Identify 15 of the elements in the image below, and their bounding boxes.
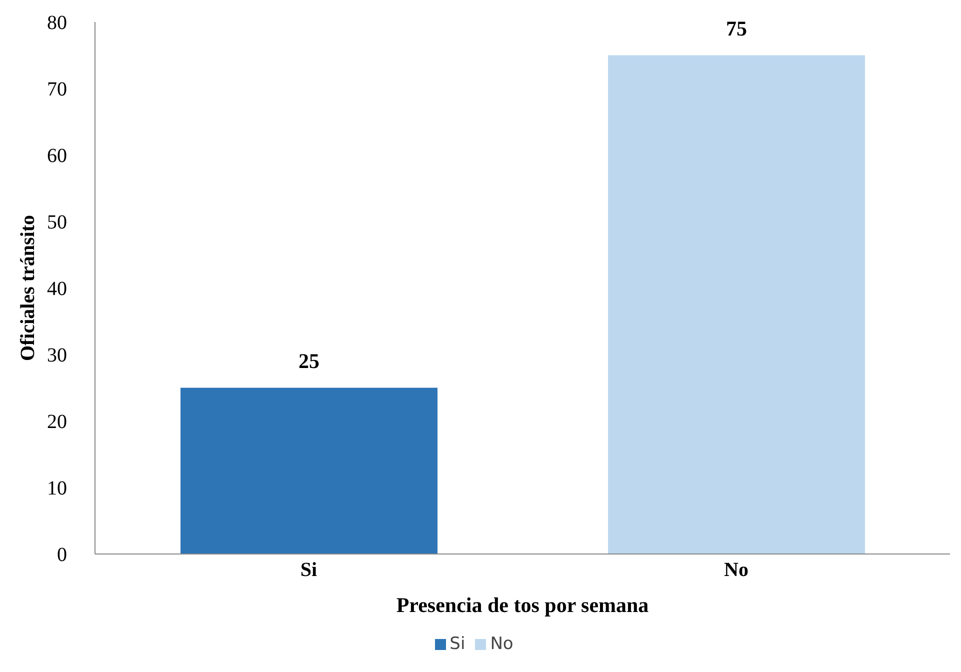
y-tick-label: 10 [47,478,67,500]
y-tick-label: 80 [47,12,67,34]
y-tick-label: 60 [47,145,67,168]
y-tick-label: 40 [47,278,67,300]
y-tick-label: 20 [47,411,67,434]
data-label: 75 [726,16,747,40]
legend-label: Si [450,634,466,654]
data-label: 25 [298,348,320,373]
y-tick-label: 70 [47,78,67,101]
y-tick-label: 50 [47,212,67,234]
y-axis-title: Oficiales tránsito [17,214,39,362]
x-axis-title: Presencia de tos por semana [396,593,650,617]
legend-label: No [490,634,514,654]
y-tick-label: 30 [47,344,67,367]
y-tick-label: 0 [57,544,67,566]
